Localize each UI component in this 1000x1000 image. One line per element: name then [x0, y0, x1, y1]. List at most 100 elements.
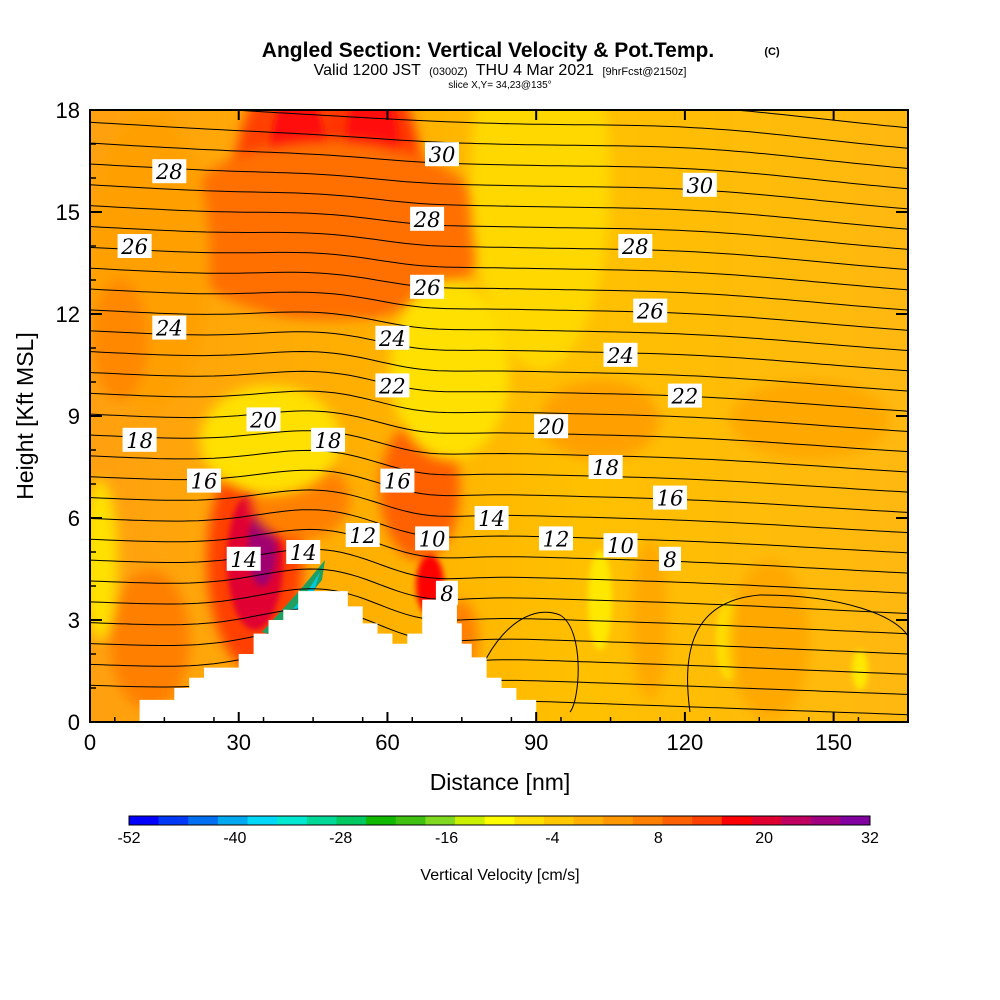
theta-contour	[90, 568, 908, 615]
theta-label-box	[286, 540, 321, 564]
x-tick-label: 90	[524, 730, 548, 755]
velocity-cell-15	[390, 280, 510, 460]
velocity-cell-22	[632, 540, 668, 700]
theta-contour	[90, 184, 908, 230]
theta-label-box	[659, 546, 681, 571]
theta-label-14: 14	[286, 540, 321, 565]
theta-label-text: 28	[621, 235, 649, 259]
theta-label-text: 10	[419, 527, 446, 551]
theta-label-text: 14	[230, 548, 257, 572]
theta-label-20: 20	[534, 414, 569, 439]
colorbar-tick-label: -40	[223, 830, 246, 847]
theta-label-box	[603, 533, 638, 558]
theta-label-text: 22	[671, 385, 699, 409]
theta-label-box	[375, 325, 410, 350]
y-tick-label: 6	[68, 506, 80, 531]
theta-label-text: 18	[315, 429, 342, 453]
colorbar-swatch	[455, 816, 485, 825]
downdraft-streak	[262, 560, 325, 636]
colorbar-tick-label: -52	[117, 830, 140, 847]
theta-contour	[90, 246, 908, 291]
theta-label-box	[653, 485, 687, 510]
theta-contour	[90, 528, 908, 574]
y-tick-label: 15	[56, 200, 80, 225]
colorbar-swatch	[129, 816, 159, 825]
theta-contour	[90, 163, 908, 210]
terrain-mask	[90, 591, 908, 722]
theta-label-24: 24	[152, 315, 187, 341]
colorbar-swatch	[247, 816, 278, 825]
theta-label-box	[345, 523, 380, 547]
theta-label-28: 28	[618, 234, 653, 259]
theta-label-box	[122, 427, 157, 452]
theta-label-text: 20	[537, 415, 565, 439]
theta-label-22: 22	[375, 373, 410, 398]
colorbar-swatch	[603, 816, 634, 825]
theta-contour	[90, 267, 908, 311]
colorbar-tick-label: -16	[435, 830, 458, 847]
theta-contour	[90, 309, 908, 352]
theta-label-box	[152, 315, 187, 340]
theta-label-text: 30	[686, 174, 713, 198]
theta-contour	[90, 430, 908, 473]
theta-contour	[225, 110, 908, 149]
theta-contour	[90, 205, 908, 250]
theta-label-box	[117, 234, 152, 258]
theta-label-12: 12	[345, 523, 380, 548]
theta-label-box	[410, 206, 445, 231]
theta-label-text: 28	[155, 160, 183, 184]
theta-label-box	[425, 142, 459, 167]
theta-label-16: 16	[187, 468, 221, 494]
x-tick-label: 0	[84, 730, 96, 755]
x-tick-label: 60	[375, 730, 399, 755]
theta-label-18: 18	[588, 455, 623, 480]
velocity-cell-11	[110, 570, 190, 710]
colorbar-tick-label: 32	[861, 830, 879, 847]
valid-prefix: Valid 1200 JST	[314, 62, 422, 79]
theta-label-text: 14	[478, 507, 505, 531]
theta-label-box	[226, 546, 261, 571]
theta-label-box	[618, 234, 653, 258]
theta-label-box	[380, 468, 415, 493]
theta-contour	[728, 110, 908, 129]
y-tick-label: 12	[56, 302, 80, 327]
slice-label: slice X,Y= 34,23@135°	[448, 80, 551, 91]
theta-contour	[90, 449, 908, 493]
theta-label-text: 14	[290, 541, 317, 565]
chart-title: Angled Section: Vertical Velocity & Pot.…	[262, 39, 714, 62]
theta-label-box	[152, 159, 187, 184]
colorbar: -52 -40 -28 -16 -4 8 20 32	[117, 815, 879, 847]
theta-label-text: 30	[429, 143, 456, 167]
colorbar-tick-label: -4	[545, 830, 559, 847]
theta-label-text: 16	[657, 487, 684, 511]
y-tick-label: 3	[68, 608, 80, 633]
axis-ticks: 0 30 60 90 120 150 0 3 6 9 12 15 18	[56, 98, 908, 755]
colorbar-swatch	[632, 816, 663, 825]
theta-label-20: 20	[246, 407, 281, 432]
colorbar-swatch	[573, 816, 604, 825]
colorbar-swatch	[751, 816, 782, 825]
colorbar-swatch	[158, 816, 189, 825]
theta-label-box	[588, 455, 623, 479]
theta-label-10: 10	[415, 526, 450, 551]
copyright-mark: (C)	[764, 46, 780, 58]
theta-label-16: 16	[380, 468, 415, 494]
colorbar-swatch	[395, 816, 426, 825]
velocity-cell-23	[730, 560, 810, 720]
theta-contour	[90, 225, 908, 271]
theta-contours	[90, 110, 908, 716]
theta-label-text: 26	[413, 276, 441, 300]
theta-label-box	[603, 342, 638, 367]
velocity-cell-21	[730, 380, 890, 460]
theta-label-26: 26	[633, 298, 668, 324]
colorbar-swatch	[692, 816, 723, 825]
theta-label-text: 16	[384, 470, 411, 494]
colorbar-frame	[128, 815, 871, 826]
theta-label-text: 26	[636, 300, 664, 324]
theta-contour	[90, 390, 908, 432]
theta-contour	[90, 548, 908, 594]
theta-label-18: 18	[122, 427, 157, 453]
theta-label-text: 26	[120, 235, 148, 259]
